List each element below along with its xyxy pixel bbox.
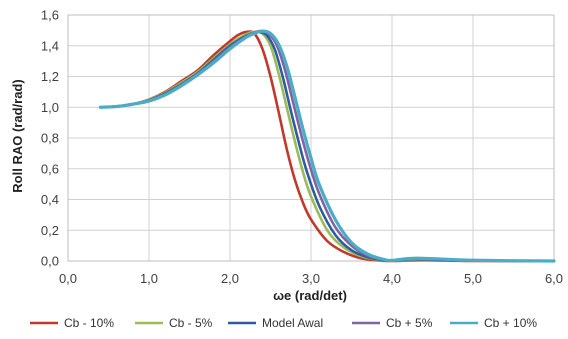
plot-area-frame: [67, 14, 555, 262]
x-tick-label: 2,0: [221, 271, 239, 286]
legend: Cb - 10% Cb - 5% Model Awal Cb + 5% Cb + 10%: [30, 316, 537, 330]
series-lines: [98, 29, 556, 263]
y-axis-title: Roll RAO (rad/rad): [10, 79, 25, 192]
legend-label: Cb - 10%: [64, 316, 114, 330]
x-tick-label: 6,0: [545, 271, 563, 286]
series-line-model-awal: [99, 30, 556, 263]
x-tick-labels: 0,0 1,0 2,0 3,0 4,0 5,0 6,0: [59, 271, 563, 286]
y-tick-label: 0,0: [41, 254, 59, 269]
y-tick-label: 1,6: [41, 8, 59, 23]
y-tick-label: 0,4: [41, 192, 59, 207]
y-tick-labels: 0,0 0,2 0,4 0,6 0,8 1,0 1,2 1,4 1,6: [41, 8, 59, 269]
x-tick-label: 4,0: [383, 271, 401, 286]
series-line-cb-10: [98, 29, 556, 263]
y-tick-label: 1,0: [41, 100, 59, 115]
series-line-cb-10: [99, 30, 556, 263]
y-tick-label: 0,2: [41, 223, 59, 238]
x-tick-label: 3,0: [302, 271, 320, 286]
x-tick-label: 5,0: [464, 271, 482, 286]
legend-label: Cb - 5%: [169, 316, 213, 330]
legend-label: Cb + 10%: [484, 316, 537, 330]
legend-label: Model Awal: [262, 316, 323, 330]
series-line-cb-5: [99, 29, 556, 263]
y-tick-label: 0,6: [41, 161, 59, 176]
x-axis-title: ωe (rad/det): [273, 288, 347, 303]
y-tick-label: 0,8: [41, 131, 59, 146]
legend-label: Cb + 5%: [386, 316, 433, 330]
grid: [67, 14, 555, 262]
series-line-cb-5: [99, 30, 556, 263]
y-tick-label: 1,2: [41, 69, 59, 84]
x-tick-label: 1,0: [140, 271, 158, 286]
y-tick-label: 1,4: [41, 38, 59, 53]
x-tick-label: 0,0: [59, 271, 77, 286]
